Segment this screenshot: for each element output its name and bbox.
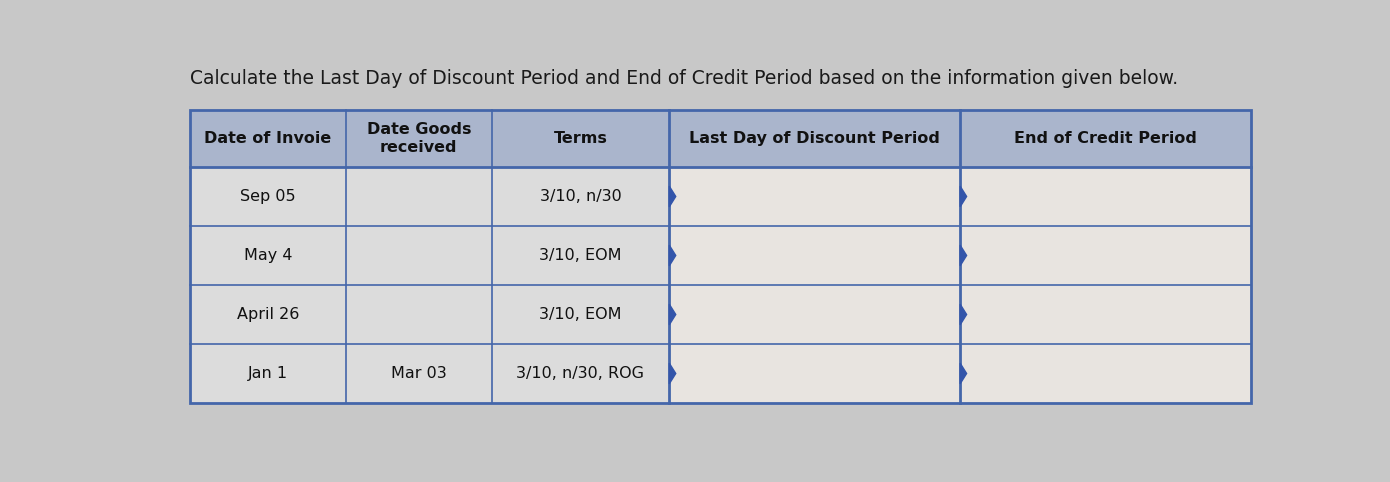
Polygon shape	[670, 186, 676, 207]
Text: Last Day of Discount Period: Last Day of Discount Period	[689, 131, 940, 146]
Text: Date Goods
received: Date Goods received	[367, 122, 471, 155]
Text: May 4: May 4	[243, 248, 292, 263]
Polygon shape	[960, 245, 966, 266]
Polygon shape	[960, 186, 966, 207]
Text: April 26: April 26	[236, 307, 299, 322]
Text: 3/10, EOM: 3/10, EOM	[539, 307, 621, 322]
Text: End of Credit Period: End of Credit Period	[1015, 131, 1197, 146]
Text: 3/10, EOM: 3/10, EOM	[539, 248, 621, 263]
Text: Date of Invoie: Date of Invoie	[204, 131, 332, 146]
Polygon shape	[670, 304, 676, 325]
Text: Sep 05: Sep 05	[240, 189, 296, 204]
Text: Jan 1: Jan 1	[247, 366, 288, 381]
Text: Terms: Terms	[553, 131, 607, 146]
Text: Calculate the Last Day of Discount Period and End of Credit Period based on the : Calculate the Last Day of Discount Perio…	[190, 69, 1179, 88]
Polygon shape	[670, 245, 676, 266]
Text: 3/10, n/30: 3/10, n/30	[539, 189, 621, 204]
Polygon shape	[960, 363, 966, 384]
Polygon shape	[960, 304, 966, 325]
Polygon shape	[670, 363, 676, 384]
Text: Mar 03: Mar 03	[391, 366, 446, 381]
Text: 3/10, n/30, ROG: 3/10, n/30, ROG	[517, 366, 645, 381]
